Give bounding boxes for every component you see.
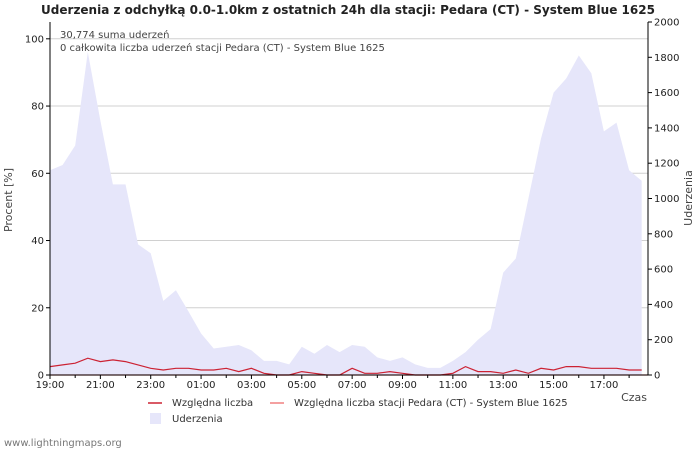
right-tick-label-1000: 1000 — [654, 194, 679, 205]
chart-title: Uderzenia z odchyłką 0.0-1.0km z ostatni… — [41, 3, 655, 17]
left-tick-label-20: 20 — [31, 303, 44, 314]
x-tick-label-3: 01:00 — [187, 380, 216, 391]
annotation-total-strikes: 30,774 suma uderzeń — [60, 29, 169, 41]
right-axis-label: Uderzenia — [682, 170, 695, 226]
right-tick-label-1800: 1800 — [654, 53, 679, 64]
right-tick-label-1200: 1200 — [654, 159, 679, 170]
left-tick-label-60: 60 — [31, 169, 44, 180]
right-tick-label-600: 600 — [654, 265, 673, 276]
annotation-station-strikes: 0 całkowita liczba uderzeń stacji Pedara… — [60, 42, 385, 54]
left-tick-label-100: 100 — [25, 34, 44, 45]
left-tick-label-40: 40 — [31, 236, 44, 247]
legend-swatch-strikes — [150, 413, 161, 424]
relative-count-line — [49, 357, 642, 376]
right-tick-label-800: 800 — [654, 229, 673, 240]
right-tick-label-400: 400 — [654, 300, 673, 311]
x-tick-label-10: 15:00 — [539, 380, 568, 391]
x-tick-label-5: 05:00 — [287, 380, 316, 391]
right-tick-label-200: 200 — [654, 335, 673, 346]
left-axis-ticks: 0 20 40 60 80 100 — [25, 34, 50, 382]
strikes-area — [50, 52, 642, 375]
x-tick-label-1: 21:00 — [86, 380, 115, 391]
left-tick-label-80: 80 — [31, 102, 44, 113]
right-tick-label-2000: 2000 — [654, 18, 679, 29]
legend-label-station-relative-count: Względna liczba stacji Pedara (CT) - Sys… — [294, 398, 568, 409]
legend-label-relative-count: Względna liczba — [172, 398, 253, 409]
x-axis-ticks: 19:00 21:00 23:00 01:00 03:00 05:00 07:00 09:00… — [36, 375, 630, 391]
footer-credit: www.lightningmaps.org — [4, 438, 122, 449]
x-tick-label-7: 09:00 — [388, 380, 417, 391]
x-tick-label-2: 23:00 — [136, 380, 165, 391]
strikes-area-layer — [50, 52, 642, 375]
legend: Względna liczba Względna liczba stacji P… — [148, 398, 568, 425]
x-tick-label-8: 11:00 — [438, 380, 467, 391]
x-tick-label-9: 13:00 — [489, 380, 518, 391]
left-tick-label-0: 0 — [38, 371, 44, 382]
legend-label-strikes: Uderzenia — [172, 414, 223, 425]
x-tick-label-4: 03:00 — [237, 380, 266, 391]
right-tick-label-0: 0 — [654, 371, 660, 382]
right-axis-ticks: 0 200 400 600 800 1000 1200 1400 1600 1800 2000 — [648, 18, 679, 382]
right-tick-label-1400: 1400 — [654, 123, 679, 134]
x-tick-label-11: 17:00 — [590, 380, 619, 391]
x-axis-label: Czas — [621, 391, 647, 404]
right-tick-label-1600: 1600 — [654, 88, 679, 99]
x-tick-label-0: 19:00 — [36, 380, 65, 391]
x-tick-label-6: 07:00 — [338, 380, 367, 391]
left-axis-label: Procent [%] — [2, 168, 15, 232]
